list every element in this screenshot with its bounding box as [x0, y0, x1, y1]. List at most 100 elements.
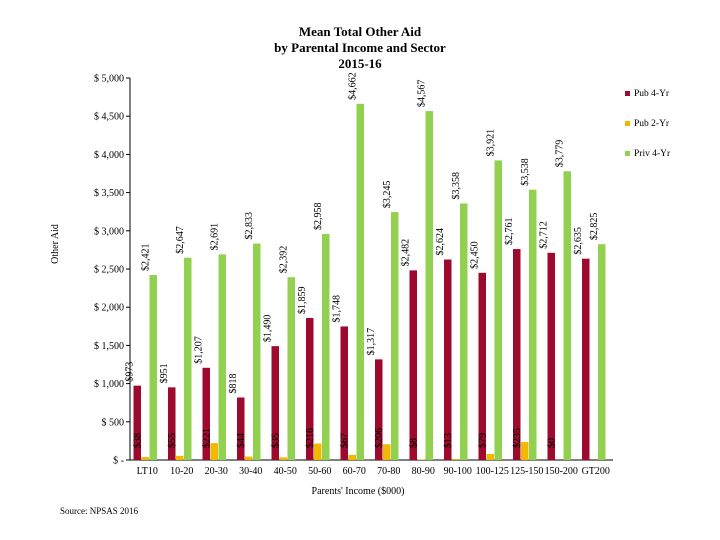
data-label: $973 [124, 362, 135, 382]
bar [184, 257, 192, 460]
bar [245, 456, 253, 460]
bar [141, 457, 149, 460]
x-tick-label: 90-100 [444, 466, 472, 477]
bar [375, 359, 383, 460]
x-tick-label: 150-200 [545, 466, 578, 477]
bar [409, 270, 417, 460]
data-label: $1,748 [331, 295, 342, 323]
bar [279, 457, 287, 460]
bars [133, 103, 606, 461]
data-label: $3,538 [520, 158, 531, 186]
data-label: $2,712 [538, 221, 549, 249]
y-tick-label: $ 4,000 [94, 150, 124, 161]
bar [563, 171, 571, 460]
bar [391, 212, 399, 460]
bar [314, 443, 322, 460]
bar [460, 203, 468, 461]
y-tick-label: $ - [113, 456, 124, 467]
bar [176, 455, 184, 460]
data-label: $38 [132, 433, 143, 448]
x-tick-label: 125-150 [510, 466, 543, 477]
y-tick-label: $ 500 [102, 417, 125, 428]
bar [202, 367, 210, 460]
bar [598, 244, 606, 460]
data-label: $818 [228, 374, 239, 394]
data-label: $216 [305, 428, 316, 448]
x-tick-label: 30-40 [239, 466, 262, 477]
data-label: $2,691 [209, 223, 220, 251]
x-tick-label: 40-50 [274, 466, 297, 477]
bar [513, 249, 521, 460]
x-tick-label: 80-90 [412, 466, 435, 477]
x-tick-label: 20-30 [205, 466, 228, 477]
y-tick-label: $ 3,000 [94, 226, 124, 237]
bar [168, 387, 176, 460]
bar [340, 326, 348, 460]
data-label: $3,779 [554, 140, 565, 168]
bar [356, 103, 364, 461]
legend: Pub 4-Yr Pub 2-Yr Priv 4-Yr [625, 89, 671, 159]
x-tick-label: 70-80 [377, 466, 400, 477]
data-label: $1,317 [366, 328, 377, 356]
data-label: $2,635 [573, 227, 584, 255]
data-label: $2,833 [244, 212, 255, 240]
data-label: $1,207 [193, 336, 204, 364]
data-label: $2,450 [469, 241, 480, 269]
data-label: $4,662 [347, 72, 358, 100]
x-tick-label: GT200 [582, 466, 610, 477]
chart-title-line-1: Mean Total Other Aid [299, 24, 422, 39]
bar [494, 160, 502, 460]
legend-swatch [625, 91, 630, 96]
bar [383, 444, 391, 460]
legend-label: Pub 2-Yr [634, 119, 670, 129]
data-label: $3,245 [382, 181, 393, 209]
bar [306, 317, 314, 460]
data-label: $221 [201, 428, 212, 448]
x-axis-title: Parents' Income ($000) [312, 486, 405, 497]
bar [210, 443, 218, 460]
data-label: $2,761 [504, 218, 515, 246]
x-tick-label: 50-60 [308, 466, 331, 477]
data-label: $55 [167, 433, 178, 448]
data-label: $3,921 [485, 129, 496, 157]
y-tick-label: $ 5,000 [94, 74, 124, 85]
y-ticks: $ - $ 500 $ 1,000 $ 1,500 $ 2,000 $ 2,500 $ 3,… [94, 74, 130, 467]
y-tick-label: $ 3,500 [94, 188, 124, 199]
data-label: $79 [477, 433, 488, 448]
data-label: $8 [408, 438, 419, 448]
bar [425, 111, 433, 460]
x-ticks: LT10 10-20 20-30 30-40 40-50 50-60 60-70 70-80 8… [137, 466, 610, 477]
data-label: $2,958 [313, 203, 324, 231]
y-tick-label: $ 4,500 [94, 112, 124, 123]
bar [253, 243, 261, 460]
data-label: $2,624 [435, 228, 446, 256]
data-label: $2,647 [175, 226, 186, 254]
bar [521, 442, 529, 460]
legend-label: Priv 4-Yr [634, 149, 671, 159]
data-label: $206 [374, 428, 385, 448]
bar [287, 277, 295, 460]
data-label: $67 [339, 433, 350, 448]
data-label: $35 [270, 433, 281, 448]
bar [478, 272, 486, 460]
chart-title-line-2: by Parental Income and Sector [274, 40, 446, 55]
bar [417, 459, 425, 460]
data-label: $2,421 [140, 244, 151, 272]
data-label: $2,825 [589, 213, 600, 241]
bar [322, 234, 330, 460]
x-tick-label: 10-20 [170, 466, 193, 477]
bar [149, 275, 157, 460]
bar [348, 454, 356, 460]
y-tick-label: $ 2,500 [94, 265, 124, 276]
legend-swatch [625, 121, 630, 126]
legend-swatch [625, 151, 630, 156]
y-tick-label: $ 2,000 [94, 303, 124, 314]
bar [218, 254, 226, 460]
legend-label: Pub 4-Yr [634, 89, 670, 99]
bar [529, 189, 537, 461]
x-tick-label: LT10 [137, 466, 158, 477]
bar [444, 259, 452, 460]
data-labels: $973 $951 $1,207 $818 $1,490 $1,859 $1,748 $1,3… [124, 72, 600, 448]
data-label: $1,859 [297, 286, 308, 314]
